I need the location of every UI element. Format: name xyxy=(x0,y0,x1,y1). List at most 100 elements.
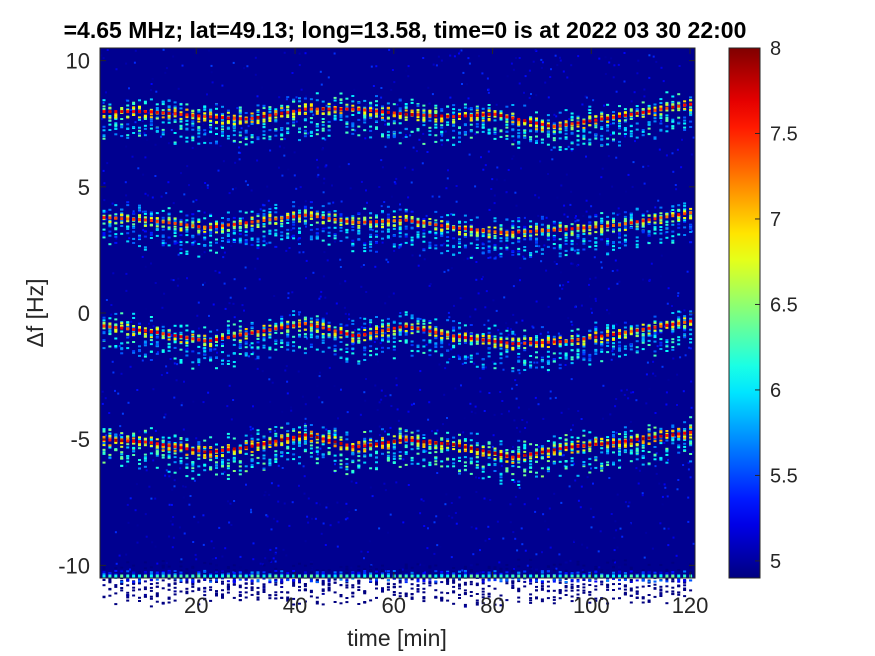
noise-speckle xyxy=(508,410,510,413)
ridge-pixel xyxy=(683,119,687,122)
ridge-pixel xyxy=(363,246,367,249)
ridge-core-pixel xyxy=(327,107,331,111)
noise-speckle xyxy=(460,49,463,52)
ridge-pixel xyxy=(149,231,153,234)
ridge-pixel xyxy=(333,334,337,337)
ridge-core-pixel xyxy=(315,107,319,111)
noise-speckle xyxy=(384,123,387,126)
ridge-pixel xyxy=(659,129,663,132)
noise-speckle xyxy=(319,371,321,374)
noise-speckle xyxy=(425,450,428,453)
ridge-pixel xyxy=(499,227,503,230)
ridge-pixel xyxy=(232,365,236,368)
noise-speckle xyxy=(555,115,558,118)
ridge-core-pixel xyxy=(238,222,242,225)
noise-speckle xyxy=(130,320,133,323)
ridge-pixel xyxy=(351,219,355,222)
noise-speckle xyxy=(513,139,516,142)
ridge-pixel xyxy=(647,133,651,136)
ridge-pixel xyxy=(635,246,639,249)
ridge-pixel xyxy=(126,201,130,204)
ridge-pixel xyxy=(369,129,373,132)
ridge-pixel xyxy=(671,125,675,128)
noise-speckle xyxy=(562,284,565,287)
ridge-pixel xyxy=(114,235,118,238)
noise-speckle xyxy=(420,498,423,501)
ridge-pixel xyxy=(653,221,657,224)
ridge-core-pixel xyxy=(155,110,159,114)
noise-speckle xyxy=(664,325,667,328)
ridge-pixel xyxy=(262,334,266,337)
ridge-pixel xyxy=(303,347,307,350)
noise-speckle xyxy=(115,237,118,240)
noise-speckle xyxy=(645,373,648,376)
ridge-pixel xyxy=(375,316,378,318)
noise-speckle xyxy=(642,165,645,168)
ridge-pixel xyxy=(191,361,195,364)
noise-speckle xyxy=(170,503,173,506)
ridge-pixel xyxy=(327,243,331,246)
ridge-pixel xyxy=(191,236,195,239)
ridge-pixel xyxy=(546,227,550,230)
ridge-pixel xyxy=(274,119,278,122)
ridge-pixel xyxy=(155,217,159,220)
ridge-pixel xyxy=(286,228,290,231)
noise-speckle xyxy=(307,497,310,500)
ridge-core-pixel xyxy=(197,114,201,118)
ridge-pixel xyxy=(398,245,402,248)
noise-speckle xyxy=(624,501,627,504)
ridge-pixel xyxy=(629,212,633,215)
ridge-pixel xyxy=(487,104,491,106)
ridge-pixel xyxy=(143,353,147,356)
ridge-pixel xyxy=(428,320,432,322)
ridge-pixel xyxy=(126,136,130,139)
ridge-pixel xyxy=(375,353,378,356)
ridge-core-pixel xyxy=(120,217,124,221)
ridge-pixel xyxy=(375,326,378,329)
ridge-pixel xyxy=(576,219,580,222)
noise-speckle xyxy=(183,380,185,383)
ridge-pixel xyxy=(386,117,390,120)
noise-speckle xyxy=(637,59,640,62)
noise-speckle xyxy=(182,485,185,488)
ridge-pixel xyxy=(303,352,307,355)
ridge-pixel xyxy=(345,222,349,225)
ridge-core-pixel xyxy=(167,333,171,337)
ridge-pixel xyxy=(594,115,598,118)
noise-speckle xyxy=(598,566,601,569)
noise-speckle xyxy=(489,256,492,259)
ridge-pixel xyxy=(256,121,260,124)
ridge-pixel xyxy=(392,122,396,125)
ridge-core-pixel xyxy=(564,227,568,231)
noise-speckle xyxy=(410,403,413,406)
ridge-pixel xyxy=(446,121,450,124)
ridge-pixel xyxy=(570,230,574,233)
ridge-pixel xyxy=(309,121,313,124)
noise-speckle xyxy=(474,132,477,135)
noise-speckle xyxy=(405,69,408,72)
noise-speckle xyxy=(509,503,512,506)
ridge-pixel xyxy=(517,129,521,132)
ridge-pixel xyxy=(333,349,337,352)
ridge-pixel xyxy=(179,348,183,351)
noise-speckle xyxy=(303,492,306,495)
noise-speckle xyxy=(574,220,577,223)
ridge-pixel xyxy=(552,222,556,225)
ridge-pixel xyxy=(167,108,171,111)
ridge-pixel xyxy=(481,130,485,133)
noise-speckle xyxy=(594,297,597,300)
noise-speckle xyxy=(335,337,338,340)
ridge-pixel xyxy=(149,98,153,101)
ridge-pixel xyxy=(327,234,331,237)
ridge-pixel xyxy=(298,333,301,336)
ridge-pixel xyxy=(623,129,627,132)
noise-speckle xyxy=(512,313,515,316)
ridge-core-pixel xyxy=(623,113,627,117)
ridge-pixel xyxy=(392,224,396,227)
ridge-pixel xyxy=(428,339,432,342)
ridge-pixel xyxy=(315,321,319,324)
ridge-pixel xyxy=(315,335,319,338)
noise-speckle xyxy=(278,145,281,148)
ridge-pixel xyxy=(303,119,307,122)
ridge-pixel xyxy=(256,136,260,139)
